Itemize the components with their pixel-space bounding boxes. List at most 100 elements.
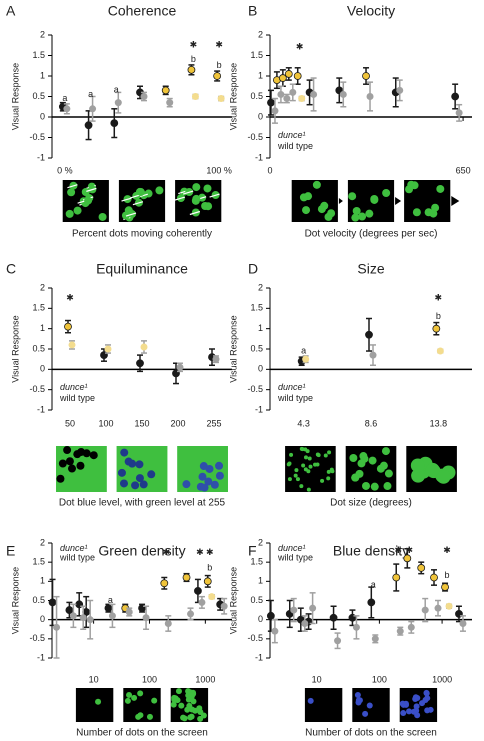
data-point (434, 604, 442, 612)
y-tick-label: -1 (255, 652, 263, 662)
data-point (310, 90, 318, 98)
data-point (79, 614, 87, 622)
panel: B Velocity Visual Response -1 -0.5 0 0.5 1 1.5 2 0… (228, 3, 472, 240)
x-tick-label: 1000 (432, 674, 452, 684)
stimulus-dot (359, 452, 368, 461)
y-tick-label: 2 (258, 282, 263, 292)
stimulus-dot (329, 467, 334, 472)
annotation: ✱ (163, 547, 171, 557)
stimulus-dot (351, 473, 360, 482)
stimulus-dot (190, 698, 197, 705)
stimulus-dot (170, 701, 177, 708)
data-point (369, 351, 377, 359)
data-point (53, 623, 61, 631)
stimulus-dot (383, 482, 392, 491)
stimulus-dot (84, 196, 93, 205)
stimulus-dot (407, 180, 416, 189)
legend-label: wild type (277, 553, 313, 563)
stimulus-dot (68, 464, 77, 473)
x-axis-label: Number of dots on the screen (76, 728, 208, 739)
stimulus-dot (414, 712, 421, 719)
stimulus-dot (303, 447, 308, 452)
stimulus-dot (131, 694, 138, 701)
data-point (160, 579, 169, 588)
data-point (298, 95, 306, 103)
data-point (371, 635, 379, 643)
arrow (451, 196, 460, 206)
stimulus-dot (137, 712, 144, 719)
stimulus-dot (180, 714, 187, 721)
data-point (166, 99, 174, 107)
motion-arrow (125, 212, 137, 217)
stimulus-dot (294, 468, 299, 473)
stimulus-dot (368, 456, 377, 465)
annotation: ✱ (394, 545, 402, 555)
y-tick-label: 2 (40, 29, 45, 39)
x-tick-label: 150 (134, 418, 149, 428)
legend-label: wild type (59, 553, 95, 563)
stimulus-dot (351, 213, 360, 222)
stimulus-dot (73, 206, 82, 215)
stimulus-dot (151, 697, 158, 704)
y-tick-label: -0.5 (247, 132, 263, 142)
stimulus-dot (147, 470, 156, 479)
stimulus-dot (192, 194, 201, 203)
data-point (436, 347, 444, 355)
y-tick-label: 0.5 (250, 595, 263, 605)
data-point (68, 341, 76, 349)
annotation: a (62, 93, 67, 103)
annotation: b (207, 562, 212, 572)
y-tick-label: 0.5 (250, 91, 263, 101)
data-point (271, 107, 279, 115)
stimulus-dot (384, 469, 393, 478)
stimulus-dot (406, 708, 413, 715)
panel-title: Blue density (333, 543, 409, 559)
stimulus-dot (412, 208, 421, 217)
data-point (451, 92, 460, 101)
panel-title: Size (357, 261, 384, 277)
stimulus-dot (307, 456, 312, 461)
data-point (309, 604, 317, 612)
data-point (187, 610, 195, 618)
stimulus-dot (58, 459, 67, 468)
motion-arrow (67, 184, 78, 189)
stimulus-dot (436, 469, 451, 484)
y-tick-label: -1 (37, 404, 45, 414)
annotation: a (301, 345, 306, 355)
legend-label: wild type (277, 141, 313, 151)
data-point (302, 355, 310, 363)
stimulus-dot (287, 477, 292, 482)
legend-label: wild type (59, 393, 95, 403)
stimulus-dot (327, 450, 332, 455)
data-point (459, 620, 467, 627)
stimulus-dot (124, 457, 133, 466)
stimulus-dot (293, 473, 298, 478)
annotation: b (217, 60, 222, 70)
stimulus-dot (306, 487, 311, 492)
stimulus-dot (175, 688, 182, 695)
stimulus-dot (178, 702, 185, 709)
data-point (217, 95, 225, 103)
annotation: ✱ (443, 545, 451, 555)
legend-label: dunce¹ (60, 543, 88, 553)
annotation: ✱ (190, 40, 198, 50)
data-point (432, 324, 441, 333)
stimulus-dot (126, 691, 133, 698)
data-point (213, 72, 222, 80)
panel-letter: F (248, 543, 257, 559)
y-tick-label: 0.5 (32, 91, 45, 101)
motion-arrow (86, 187, 97, 192)
stimulus-dot (355, 699, 362, 706)
stimulus-thumbnail (75, 688, 114, 722)
data-point (365, 330, 373, 339)
legend-label: dunce¹ (278, 382, 306, 392)
stimulus-dot (323, 453, 328, 458)
data-point (187, 65, 196, 74)
data-point (334, 637, 342, 645)
data-point (430, 573, 438, 582)
stimulus-dot (135, 474, 144, 483)
y-tick-label: -1 (37, 652, 45, 662)
motion-arrow (130, 194, 141, 199)
y-tick-label: 1.5 (32, 50, 45, 60)
stimulus-dot (204, 477, 213, 486)
